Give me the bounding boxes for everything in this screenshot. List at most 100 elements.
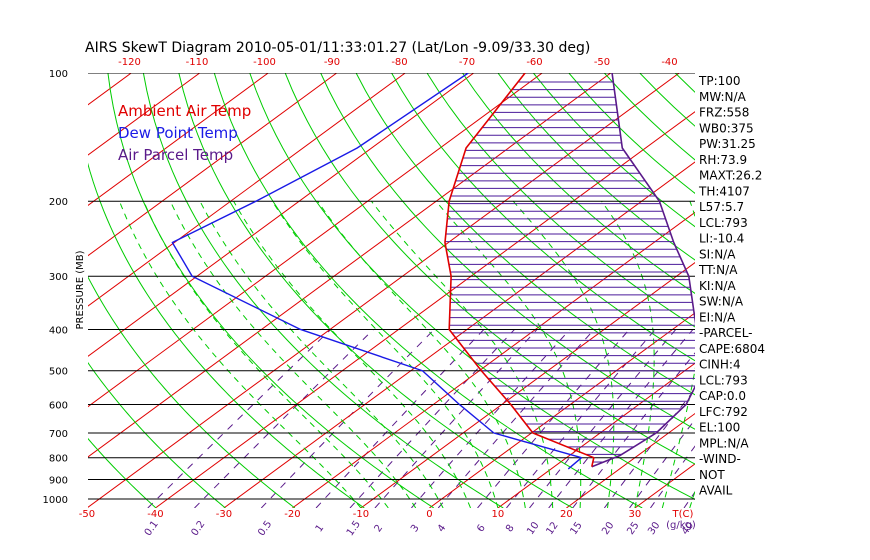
isotherm-line xyxy=(497,362,695,508)
pressure-tick-label: 600 xyxy=(49,400,68,411)
mixing-ratio-line xyxy=(374,329,538,508)
stability-index-text: L57:5.7 xyxy=(699,200,744,214)
isotherm-line xyxy=(88,73,474,357)
background-grid xyxy=(0,73,870,508)
mixing-ratio-tick-label: 4 xyxy=(436,523,449,535)
stability-index-text: CAP:0.0 xyxy=(699,389,746,403)
mixing-ratio-tick-label: 2 xyxy=(373,523,386,535)
isotherm-line xyxy=(88,73,200,156)
mixing-ratio-tick-label: 8 xyxy=(504,523,517,535)
isotherm-line xyxy=(88,73,543,408)
dry-adiabat-line xyxy=(178,73,573,508)
dry-adiabat-line xyxy=(497,73,695,261)
mixing-ratio-tick-label: 10 xyxy=(525,520,541,537)
mixing-ratio-line xyxy=(349,329,515,508)
air-parcel-temp-line xyxy=(591,73,695,468)
stability-index-text: PW:31.25 xyxy=(699,137,756,151)
mixing-ratio-tick-label: 30 xyxy=(646,520,662,537)
bottom-temperature-axis: -50 -40 -30 -20 -10 0 10 20 30 T(C) xyxy=(79,509,694,520)
stability-index-text: NOT xyxy=(699,468,725,482)
mixing-ratio-tick-label: 25 xyxy=(625,520,641,537)
stability-index-text: MW:N/A xyxy=(699,90,747,104)
mixing-ratio-tick-label: 6 xyxy=(475,523,488,535)
top-temp-tick-label: -120 xyxy=(118,57,141,68)
mixing-ratio-tick-label: 3 xyxy=(409,523,422,535)
dry-adiabat-line xyxy=(746,73,870,508)
dry-adiabat-line xyxy=(249,73,695,500)
pressure-tick-label: 1000 xyxy=(43,495,68,506)
stability-index-text: EL:100 xyxy=(699,421,740,435)
ambient-air-temp-line xyxy=(444,73,595,467)
stability-index-text: RH:73.9 xyxy=(699,153,747,167)
bottom-temp-tick-label: 10 xyxy=(492,509,505,520)
isotherm-line xyxy=(840,73,870,508)
bottom-temp-tick-label: 0 xyxy=(426,509,432,520)
stability-index-text: MPL:N/A xyxy=(699,436,749,450)
top-temp-tick-label: -110 xyxy=(186,57,209,68)
mixing-ratio-line xyxy=(411,329,571,508)
isotherm-line xyxy=(88,73,611,458)
stability-index-text: LI:-10.4 xyxy=(699,232,744,246)
stability-index-text: SW:N/A xyxy=(699,295,744,309)
stability-index-text: FRZ:558 xyxy=(699,106,749,120)
stability-index-text: TP:100 xyxy=(698,74,741,88)
sounding-profiles xyxy=(171,73,695,470)
stability-index-text: EI:N/A xyxy=(699,310,736,324)
mixing-ratio-tick-label: 1 xyxy=(314,523,327,535)
moist-adiabat-line xyxy=(169,201,417,508)
dry-adiabat-line xyxy=(0,73,87,508)
stability-index-text: -WIND- xyxy=(699,452,741,466)
chart-title: AIRS SkewT Diagram 2010-05-01/11:33:01.2… xyxy=(85,40,590,56)
stability-index-text: -PARCEL- xyxy=(699,326,753,340)
cape-hatching xyxy=(445,81,695,463)
bottom-temp-tick-label: 20 xyxy=(560,509,573,520)
stability-index-text: SI:N/A xyxy=(699,247,736,261)
pressure-tick-label: 700 xyxy=(49,429,68,440)
isotherm-line xyxy=(88,73,680,508)
mixing-ratio-tick-label: 0.5 xyxy=(256,519,274,538)
dry-adiabat-line xyxy=(426,73,695,328)
top-temp-tick-label: -80 xyxy=(391,57,407,68)
mixing-ratio-line xyxy=(603,388,695,508)
stability-index-text: TT:N/A xyxy=(698,263,738,277)
moist-adiabat-line xyxy=(512,200,615,508)
moist-adiabat-line xyxy=(601,200,655,508)
stability-index-text: KI:N/A xyxy=(699,279,736,293)
stability-index-text: CAPE:6804 xyxy=(699,342,765,356)
isotherm-line xyxy=(0,73,63,508)
top-temp-tick-label: -90 xyxy=(324,57,340,68)
mixing-ratio-line xyxy=(315,329,485,508)
bottom-temp-tick-label: -10 xyxy=(353,509,369,520)
isotherm-line xyxy=(88,73,269,206)
stability-index-text: TH:4107 xyxy=(698,184,750,198)
mixing-ratio-line xyxy=(437,329,595,508)
bottom-temp-tick-label: -30 xyxy=(216,509,232,520)
pressure-axis: 100 200 300 400 500 600 700 800 900 1000 xyxy=(43,69,68,506)
moist-adiabat-line xyxy=(371,200,554,508)
dry-adiabat-line xyxy=(88,162,365,508)
pressure-tick-label: 200 xyxy=(49,197,68,208)
stability-index-text: LCL:793 xyxy=(699,216,748,230)
pressure-tick-label: 900 xyxy=(49,475,68,486)
legend-ambient-air-temp: Ambient Air Temp xyxy=(118,102,251,120)
stability-index-text: AVAIL xyxy=(699,484,733,498)
pressure-tick-label: 400 xyxy=(49,325,68,336)
dry-adiabat-line xyxy=(88,437,157,508)
dry-adiabat-line xyxy=(213,73,643,508)
moist-adiabat-line xyxy=(435,200,582,508)
top-temp-tick-label: -70 xyxy=(459,57,475,68)
stability-index-text: LCL:793 xyxy=(699,373,748,387)
stability-index-text: LFC:792 xyxy=(699,405,748,419)
dry-adiabat-line xyxy=(320,73,695,430)
stability-index-text: CINH:4 xyxy=(699,358,741,372)
moist-adiabat-line xyxy=(271,200,499,508)
legend-dew-point-temp: Dew Point Temp xyxy=(118,124,238,142)
bottom-temp-tick-label: -40 xyxy=(147,509,163,520)
bottom-temp-tick-label: 30 xyxy=(629,509,642,520)
stability-index-text: MAXT:26.2 xyxy=(699,169,762,183)
mixing-ratio-tick-label: 15 xyxy=(568,520,584,537)
temp-unit-label: T(C) xyxy=(672,509,694,520)
mixing-ratio-tick-label: 0.2 xyxy=(189,519,207,538)
